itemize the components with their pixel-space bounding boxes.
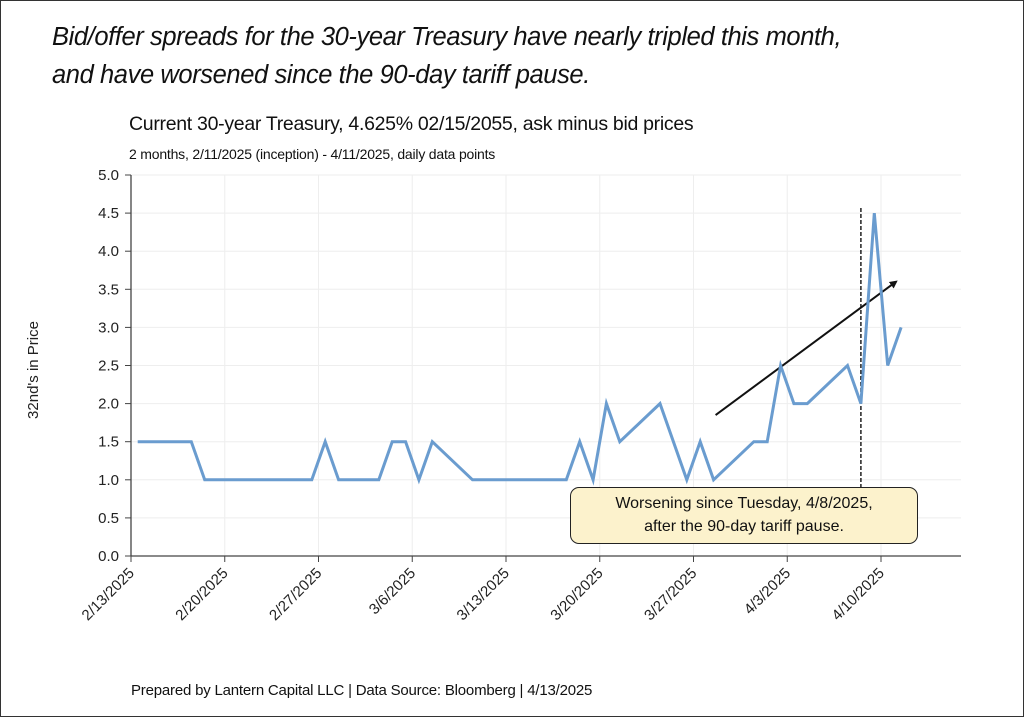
y-tick-labels: 0.0 0.5 1.0 1.5 2.0 2.5 3.0 3.5 4.0 4.5 5.0: [98, 167, 119, 565]
gridlines: [131, 174, 961, 556]
y-axis-label: 32nd's in Price: [25, 321, 42, 419]
x-tick-label: 4/10/2025: [829, 565, 888, 624]
x-tick-label: 2/13/2025: [79, 565, 138, 624]
x-tick-label: 3/20/2025: [547, 565, 606, 624]
x-tick-label: 3/13/2025: [454, 565, 513, 624]
y-tick-label: 4.5: [98, 205, 119, 222]
x-tick-label: 3/27/2025: [641, 565, 700, 624]
callout-line-2: after the 90-day tariff pause.: [644, 518, 844, 535]
footer-source: Prepared by Lantern Capital LLC | Data S…: [131, 682, 593, 699]
y-tick-label: 0.0: [98, 548, 119, 565]
headline: Bid/offer spreads for the 30-year Treasu…: [52, 18, 1012, 94]
chart-title: Current 30-year Treasury, 4.625% 02/15/2…: [129, 113, 694, 135]
y-tick-label: 3.0: [98, 319, 119, 336]
y-tick-label: 0.5: [98, 510, 119, 527]
series: [137, 212, 903, 486]
y-tick-label: 1.5: [98, 434, 119, 451]
x-tick-label: 4/3/2025: [741, 565, 794, 618]
headline-line-1: Bid/offer spreads for the 30-year Treasu…: [52, 23, 842, 51]
chart-subtitle: 2 months, 2/11/2025 (inception) - 4/11/2…: [129, 146, 496, 162]
headline-line-2: and have worsened since the 90-day tarif…: [52, 61, 590, 89]
x-tick-label: 2/27/2025: [266, 565, 325, 624]
axes: [125, 174, 961, 562]
callout-box: Worsening since Tuesday, 4/8/2025, after…: [570, 487, 918, 544]
annotations: [714, 208, 898, 489]
x-tick-labels: 2/13/2025 2/20/2025 2/27/2025 3/6/2025 3/13/…: [79, 565, 888, 624]
y-tick-label: 3.5: [98, 281, 119, 298]
trend-arrow: [714, 280, 898, 416]
y-tick-label: 2.0: [98, 396, 119, 413]
callout-line-1: Worsening since Tuesday, 4/8/2025,: [615, 495, 873, 512]
series-line: [137, 212, 903, 486]
x-tick-label: 2/20/2025: [172, 565, 231, 624]
y-tick-label: 5.0: [98, 167, 119, 184]
y-tick-label: 1.0: [98, 472, 119, 489]
x-tick-label: 3/6/2025: [366, 565, 419, 618]
y-tick-label: 2.5: [98, 358, 119, 375]
y-tick-label: 4.0: [98, 243, 119, 260]
